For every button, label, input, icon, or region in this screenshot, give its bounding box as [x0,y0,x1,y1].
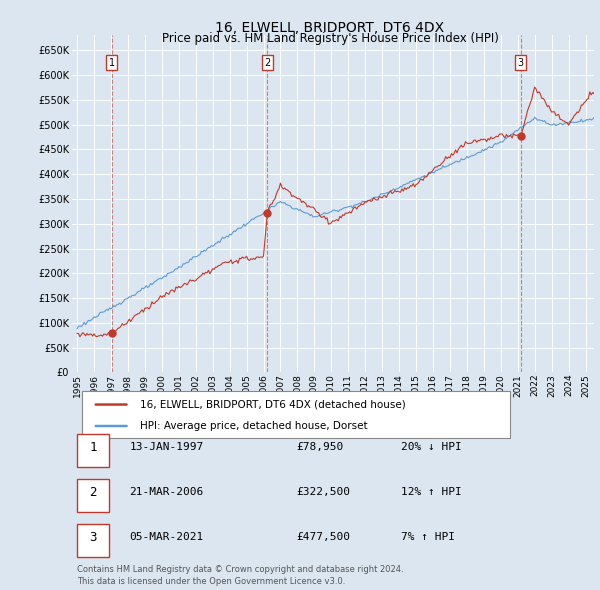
Text: £477,500: £477,500 [296,532,350,542]
Text: 16, ELWELL, BRIDPORT, DT6 4DX: 16, ELWELL, BRIDPORT, DT6 4DX [215,21,445,35]
Bar [82,391,511,438]
Text: Contains HM Land Registry data © Crown copyright and database right 2024.
This d: Contains HM Land Registry data © Crown c… [77,565,404,586]
Text: 1: 1 [89,441,97,454]
Text: 3: 3 [89,531,97,544]
Text: £78,950: £78,950 [296,442,344,453]
Text: Price paid vs. HM Land Registry's House Price Index (HPI): Price paid vs. HM Land Registry's House … [161,32,499,45]
Text: 13-JAN-1997: 13-JAN-1997 [130,442,203,453]
Text: 1: 1 [109,58,115,68]
Text: 16, ELWELL, BRIDPORT, DT6 4DX (detached house): 16, ELWELL, BRIDPORT, DT6 4DX (detached … [140,399,406,409]
Bar [77,478,109,512]
Text: £322,500: £322,500 [296,487,350,497]
Bar [77,434,109,467]
Text: 7% ↑ HPI: 7% ↑ HPI [401,532,455,542]
Text: 12% ↑ HPI: 12% ↑ HPI [401,487,461,497]
Text: HPI: Average price, detached house, Dorset: HPI: Average price, detached house, Dors… [140,421,367,431]
Text: 3: 3 [518,58,524,68]
Bar [77,523,109,557]
Text: 2: 2 [264,58,271,68]
Text: 21-MAR-2006: 21-MAR-2006 [130,487,203,497]
Text: 05-MAR-2021: 05-MAR-2021 [130,532,203,542]
Text: 20% ↓ HPI: 20% ↓ HPI [401,442,461,453]
Text: 2: 2 [89,486,97,499]
